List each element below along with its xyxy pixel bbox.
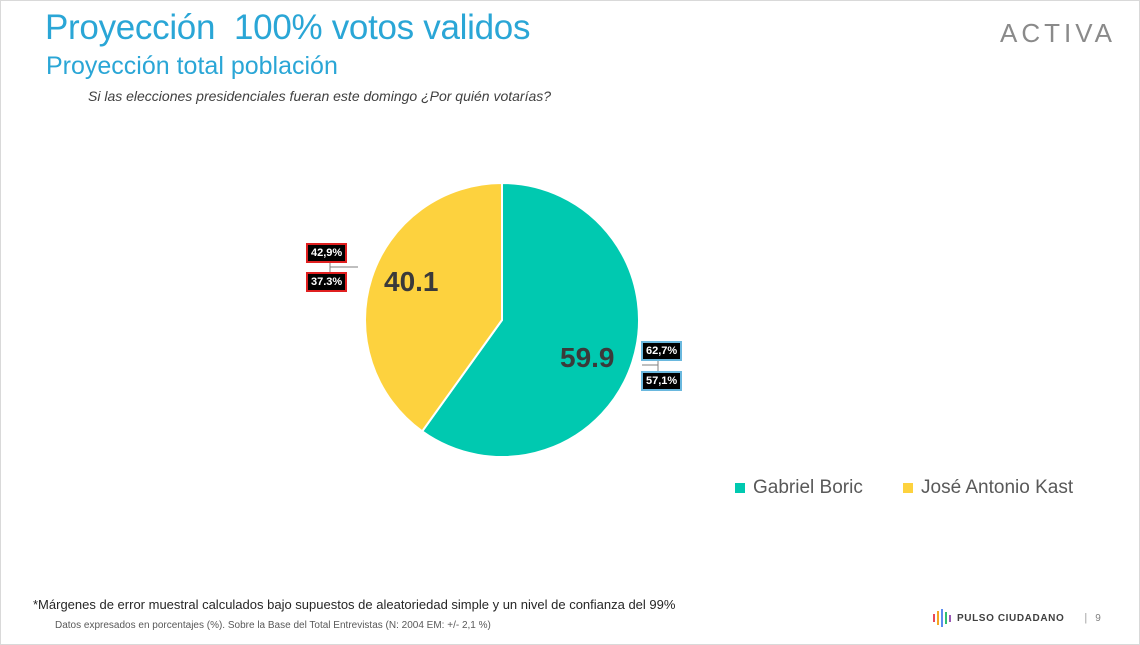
page-title: Proyección 100% votos validos	[45, 8, 531, 47]
pulso-brand-text: PULSO CIUDADANO	[957, 612, 1065, 624]
legend-label-boric: Gabriel Boric	[753, 477, 863, 498]
survey-question: Si las elecciones presidenciales fueran …	[88, 88, 552, 104]
footer-separator: |	[1084, 612, 1088, 624]
slice-label-boric: 59.9	[560, 342, 615, 373]
margin-low-kast: 37.3%	[306, 272, 348, 292]
pulse-bars-icon	[933, 609, 951, 627]
pulso-ciudadano-logo: PULSO CIUDADANO | 9	[933, 609, 1101, 627]
error-margin-footnote: *Márgenes de error muestral calculados b…	[33, 597, 676, 612]
activa-logo: ACTIVA	[1000, 18, 1116, 48]
slice-label-kast: 40.1	[384, 266, 439, 297]
legend-swatch-boric	[735, 483, 745, 493]
page-subtitle: Proyección total población	[46, 52, 338, 80]
pie-slice-kast	[364, 181, 503, 433]
legend-item-kast: José Antonio Kast	[903, 477, 1073, 499]
legend-item-boric: Gabriel Boric	[735, 477, 863, 499]
legend-swatch-kast	[903, 483, 913, 493]
page-number: 9	[1095, 612, 1101, 624]
legend-label-kast: José Antonio Kast	[921, 477, 1074, 498]
margin-high-kast: 42,9%	[306, 243, 348, 263]
margin-low-boric: 57,1%	[641, 371, 683, 391]
data-note: Datos expresados en porcentajes (%). Sob…	[55, 620, 491, 631]
margin-high-boric: 62,7%	[641, 341, 683, 361]
pie-slice-boric	[420, 181, 640, 458]
